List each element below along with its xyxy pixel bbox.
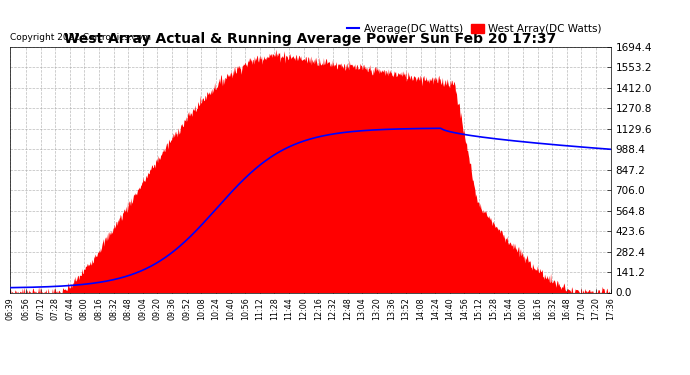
Legend: Average(DC Watts), West Array(DC Watts): Average(DC Watts), West Array(DC Watts) (343, 20, 605, 39)
Title: West Array Actual & Running Average Power Sun Feb 20 17:37: West Array Actual & Running Average Powe… (64, 32, 557, 46)
Text: Copyright 2022 Cartronics.com: Copyright 2022 Cartronics.com (10, 33, 151, 42)
